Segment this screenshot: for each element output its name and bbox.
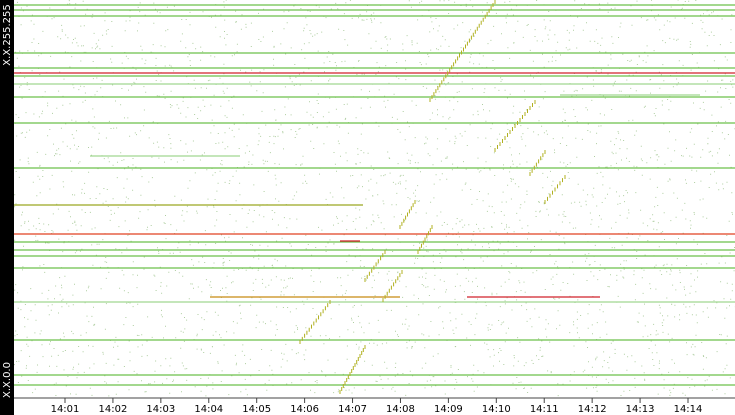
scan-cluster xyxy=(417,225,433,254)
x-tick-label: 14:02 xyxy=(99,404,128,415)
x-tick-label: 14:12 xyxy=(578,404,607,415)
scan-cluster xyxy=(382,270,403,302)
y-axis-bar xyxy=(0,0,14,415)
scan-cluster xyxy=(399,200,416,229)
x-tick-label: 14:06 xyxy=(290,404,319,415)
x-tick-label: 14:14 xyxy=(674,404,703,415)
x-tick-label: 14:11 xyxy=(530,404,559,415)
x-tick-label: 14:05 xyxy=(242,404,271,415)
x-tick-label: 14:07 xyxy=(338,404,367,415)
x-tick-label: 14:04 xyxy=(194,404,223,415)
x-tick-label: 14:01 xyxy=(51,404,80,415)
scan-cluster xyxy=(494,100,536,152)
y-label-bottom: X.X.0.0 xyxy=(2,362,13,398)
x-tick-label: 14:03 xyxy=(146,404,175,415)
scan-cluster xyxy=(364,250,386,282)
x-tick-label: 14:08 xyxy=(386,404,415,415)
traffic-plot xyxy=(14,0,735,397)
y-label-top: X.X.255.255 xyxy=(2,4,13,65)
scan-cluster xyxy=(529,150,546,176)
scan-cluster xyxy=(544,175,566,204)
x-tick-label: 14:09 xyxy=(434,404,463,415)
x-tick-label: 14:13 xyxy=(626,404,655,415)
x-tick-label: 14:10 xyxy=(482,404,511,415)
scan-cluster xyxy=(339,345,366,394)
scan-cluster xyxy=(299,300,331,344)
scan-cluster xyxy=(429,0,496,102)
